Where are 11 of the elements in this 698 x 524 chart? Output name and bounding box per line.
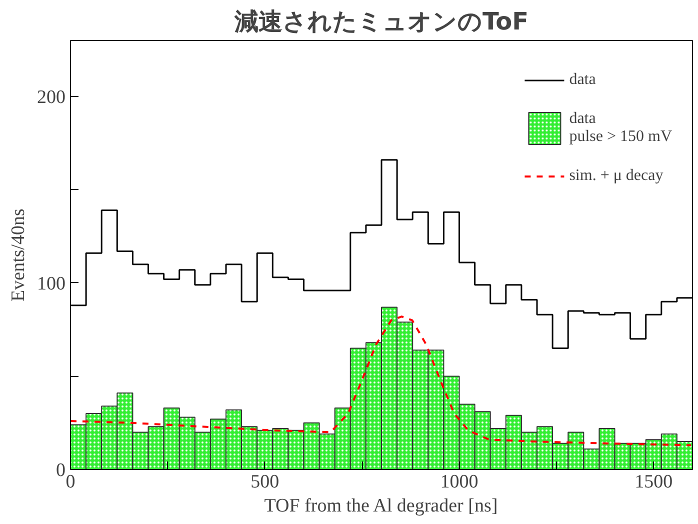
y-tick-label: 200: [37, 86, 66, 108]
y-axis-title: Events/40ns: [8, 208, 29, 302]
x-tick-label: 500: [250, 472, 280, 492]
legend-label: sim. + μ decay: [569, 167, 664, 185]
legend-label: data pulse > 150 mV: [569, 110, 672, 146]
legend-label: data: [569, 71, 596, 89]
x-tick-label: 1000: [440, 472, 478, 492]
x-tick-label: 1500: [634, 472, 673, 492]
chart-title: 減速されたミュオンのToF: [233, 8, 529, 36]
y-tick-label: 100: [37, 273, 66, 294]
x-axis-title: TOF from the Al degrader [ns]: [264, 496, 498, 516]
